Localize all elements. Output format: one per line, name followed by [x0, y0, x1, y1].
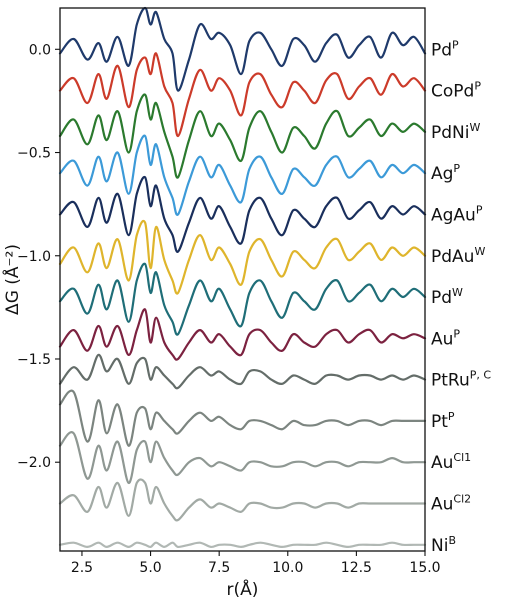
series-label: NiB	[431, 534, 456, 556]
x-tick-label: 15.0	[409, 560, 440, 576]
y-tick-label: −0.5	[17, 146, 51, 162]
series-line	[58, 175, 427, 253]
y-axis-label: ΔG (Å⁻²)	[1, 244, 23, 315]
series-line	[58, 541, 427, 549]
series-line	[58, 431, 427, 485]
x-tick-label: 2.5	[71, 560, 93, 576]
series-label: PtP	[431, 410, 455, 432]
series-labels: PdP CoPdP PdNiW AgP AgAuP PdAuW PdW AuP PtRuP, C…	[431, 38, 491, 556]
y-tick-label: −1.5	[17, 352, 51, 368]
series-label: PdW	[431, 286, 463, 308]
series-line	[58, 262, 427, 336]
series-label: PdP	[431, 38, 459, 60]
series-line	[58, 93, 427, 179]
series-label: AuP	[431, 327, 460, 349]
y-axis: 0.0 −0.5 −1.0 −1.5 −2.0	[17, 42, 60, 471]
series-label: AgP	[431, 162, 460, 184]
series-line	[58, 6, 427, 92]
x-axis: 2.5 5.0 7.5 10.0 12.5 15.0	[71, 551, 441, 576]
series-label: AuCl2	[431, 493, 471, 515]
series-line	[58, 52, 427, 138]
y-tick-label: −2.0	[17, 455, 51, 471]
x-tick-label: 5.0	[139, 560, 161, 576]
y-tick-label: 0.0	[29, 42, 51, 58]
series-line	[58, 134, 427, 216]
series-label: PdAuW	[431, 245, 485, 267]
series-line	[58, 308, 427, 361]
x-tick-label: 7.5	[208, 560, 230, 576]
series-label: PtRuP, C	[431, 369, 491, 391]
series-line	[58, 389, 427, 447]
x-tick-label: 10.0	[272, 560, 303, 576]
series-label: AuCl1	[431, 451, 471, 473]
series-label: PdNiW	[431, 121, 480, 143]
series-label: AgAuP	[431, 203, 483, 225]
x-axis-label: r(Å)	[227, 578, 259, 598]
series-traces	[58, 6, 427, 549]
plot-frame	[59, 7, 426, 552]
series-label: CoPdP	[431, 80, 481, 102]
y-tick-label: −1.0	[17, 249, 51, 265]
series-line	[58, 219, 427, 295]
series-line	[58, 478, 427, 522]
x-tick-label: 12.5	[341, 560, 372, 576]
series-line	[58, 353, 427, 390]
